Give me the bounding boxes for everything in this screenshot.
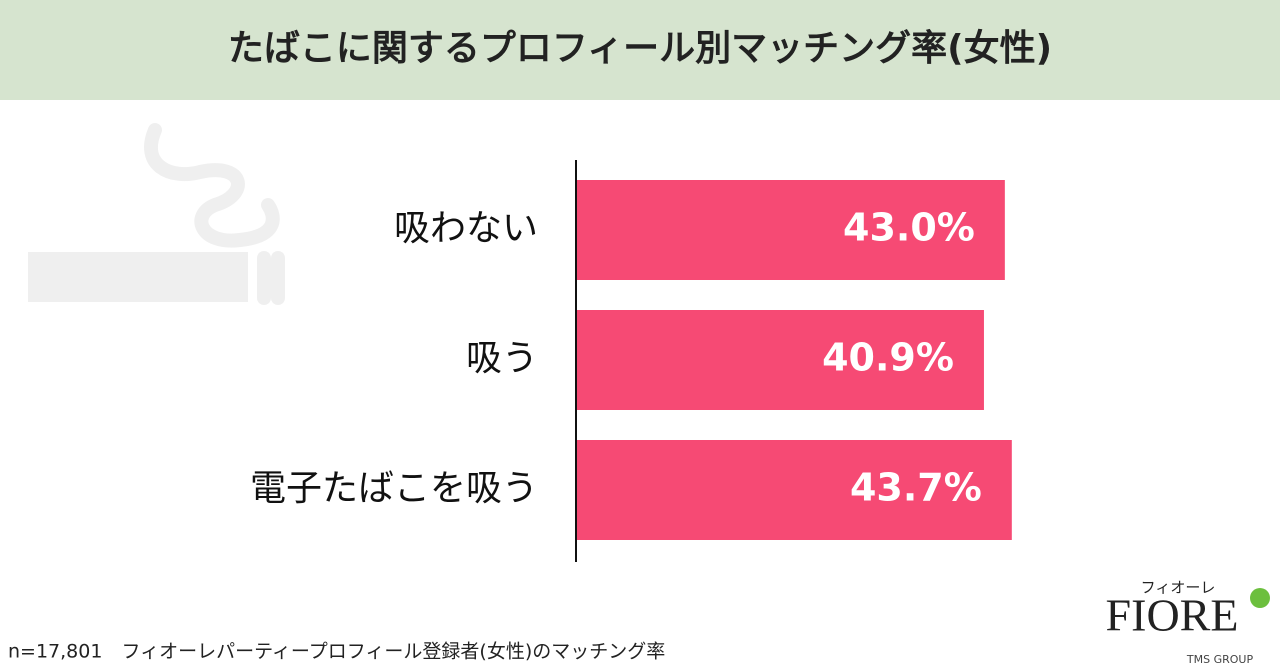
logo: フィオーレ FIORE TMS GROUP — [1106, 579, 1270, 666]
category-label: 吸う — [466, 338, 538, 379]
logo-leaf — [1250, 588, 1270, 608]
bar — [577, 310, 984, 410]
value-label: 43.7% — [850, 466, 982, 510]
bar — [577, 440, 1012, 540]
value-label: 43.0% — [843, 206, 975, 250]
logo-group: TMS GROUP — [1186, 653, 1254, 666]
value-label: 40.9% — [822, 336, 954, 380]
cigarette-icon — [28, 123, 285, 305]
category-label: 電子たばこを吸う — [250, 468, 538, 509]
chart-title: たばこに関するプロフィール別マッチング率(女性) — [228, 28, 1052, 69]
logo-name: FIORE — [1106, 590, 1239, 641]
logo-kana: フィオーレ — [1141, 579, 1216, 597]
category-label: 吸わない — [394, 208, 538, 249]
bar — [577, 180, 1005, 280]
header-band — [0, 0, 1280, 100]
footnote: n=17,801 フィオーレパーティープロフィール登録者(女性)のマッチング率 — [8, 641, 665, 663]
